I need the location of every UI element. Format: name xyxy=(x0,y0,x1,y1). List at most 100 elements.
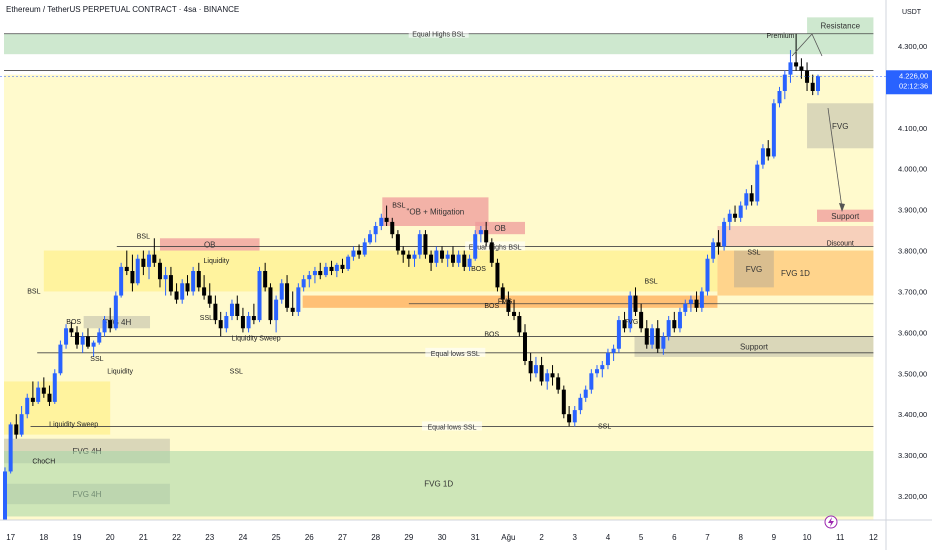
candle-body-135 xyxy=(749,193,754,202)
candle-body-140 xyxy=(777,91,782,104)
time-tick-14: 31 xyxy=(471,533,480,542)
zone-10 xyxy=(382,197,489,226)
annotations-layer: PremiumDiscountBSLBSLBSLBSLBOSBOSBOSBOSF… xyxy=(27,33,854,465)
candle-body-45 xyxy=(251,316,256,321)
annotation-19: Liquidity Sweep xyxy=(232,336,281,343)
candle-body-93 xyxy=(517,316,522,333)
candle-body-119 xyxy=(661,336,666,349)
candle-body-144 xyxy=(799,66,804,71)
candle-body-48 xyxy=(268,287,273,321)
candle-body-127 xyxy=(705,258,710,292)
candle-body-39 xyxy=(218,320,223,329)
candle-body-40 xyxy=(224,316,229,329)
zone-5 xyxy=(717,226,874,247)
candle-body-25 xyxy=(141,258,146,267)
time-axis-bg xyxy=(0,520,932,550)
candle-body-102 xyxy=(567,414,572,423)
candle-body-111 xyxy=(616,320,621,349)
currency-label: USDT xyxy=(902,9,922,16)
candle-body-17 xyxy=(97,332,102,343)
zone-18 xyxy=(4,451,874,517)
candle-body-70 xyxy=(390,221,395,235)
candle-body-131 xyxy=(727,213,732,222)
time-tick-3: 20 xyxy=(106,533,115,542)
candle-body-35 xyxy=(196,271,201,288)
candle-body-2 xyxy=(14,424,19,435)
annotation-15: SSL xyxy=(230,368,243,375)
arrows-layer xyxy=(791,33,845,212)
time-tick-19: 5 xyxy=(639,533,644,542)
annotation-7: BOS xyxy=(471,266,486,273)
zone-4 xyxy=(817,209,874,222)
price-tick-10: 3.300,00 xyxy=(898,451,927,460)
candle-body-87 xyxy=(484,230,489,243)
candle-body-147 xyxy=(816,76,820,91)
candle-body-83 xyxy=(462,254,467,267)
candle-body-9 xyxy=(52,373,57,402)
candle-body-4 xyxy=(25,397,30,415)
candle-body-107 xyxy=(594,369,599,374)
time-tick-4: 21 xyxy=(139,533,148,542)
candle-body-36 xyxy=(202,287,207,296)
time-tick-8: 25 xyxy=(272,533,281,542)
price-tick-5: 3.800,00 xyxy=(898,247,927,256)
candle-body-94 xyxy=(522,332,527,361)
annotation-21: ChoCH xyxy=(32,458,55,465)
candle-body-85 xyxy=(473,234,478,259)
candle-body-96 xyxy=(533,365,538,374)
price-tick-2: 4.100,00 xyxy=(898,124,927,133)
candle-body-77 xyxy=(429,254,434,263)
candle-body-86 xyxy=(478,230,483,235)
candle-body-113 xyxy=(628,295,633,329)
time-tick-11: 28 xyxy=(371,533,380,542)
candle-body-46 xyxy=(257,271,262,321)
candle-body-97 xyxy=(539,365,544,382)
candle-body-120 xyxy=(666,320,671,337)
level-label-5: Equal lows SSL xyxy=(431,351,480,358)
candle-body-56 xyxy=(312,271,317,276)
candle-body-99 xyxy=(550,373,555,378)
candle-body-47 xyxy=(263,271,268,288)
candle-body-146 xyxy=(810,82,815,91)
candle-body-109 xyxy=(605,352,610,366)
time-tick-17: 3 xyxy=(573,533,578,542)
candle-body-69 xyxy=(384,217,389,222)
candle-body-19 xyxy=(108,320,113,329)
candle-body-54 xyxy=(301,279,306,288)
candle-body-116 xyxy=(644,328,649,345)
current-price-tag xyxy=(886,70,932,95)
candle-body-129 xyxy=(716,242,721,247)
time-tick-9: 26 xyxy=(305,533,314,542)
candle-body-57 xyxy=(318,271,323,276)
level-label-0: Equal Highs BSL xyxy=(412,32,465,39)
time-tick-13: 30 xyxy=(438,533,447,542)
annotation-8: BOS xyxy=(484,303,499,310)
zone-label-0: Resistance xyxy=(820,22,860,31)
candle-body-134 xyxy=(744,193,749,206)
price-tick-3: 4.000,00 xyxy=(898,165,927,174)
candle-body-137 xyxy=(760,148,765,165)
annotation-13: SSL xyxy=(200,315,213,322)
level-label-6: Equal lows SSL xyxy=(427,424,476,431)
zone-label-3: FVG xyxy=(832,122,848,131)
zone-label-18: FVG 1D xyxy=(424,480,453,489)
candle-body-51 xyxy=(285,283,290,308)
candle-body-90 xyxy=(500,287,505,300)
candle-body-66 xyxy=(368,234,373,243)
level-label-bg-2 xyxy=(465,241,526,251)
candle-body-139 xyxy=(771,103,776,157)
candle-body-114 xyxy=(633,295,638,312)
candle-body-18 xyxy=(102,320,107,333)
candle-body-52 xyxy=(290,307,295,312)
candle-body-108 xyxy=(600,365,605,370)
candle-body-124 xyxy=(688,299,693,304)
time-tick-7: 24 xyxy=(238,533,247,542)
time-tick-23: 9 xyxy=(772,533,777,542)
candle-body-125 xyxy=(694,299,699,308)
lightning-icon-glyph xyxy=(828,517,834,527)
candle-body-103 xyxy=(572,410,577,423)
candles-layer xyxy=(3,33,820,523)
time-tick-25: 11 xyxy=(836,533,845,542)
annotation-0: Premium xyxy=(766,33,794,40)
